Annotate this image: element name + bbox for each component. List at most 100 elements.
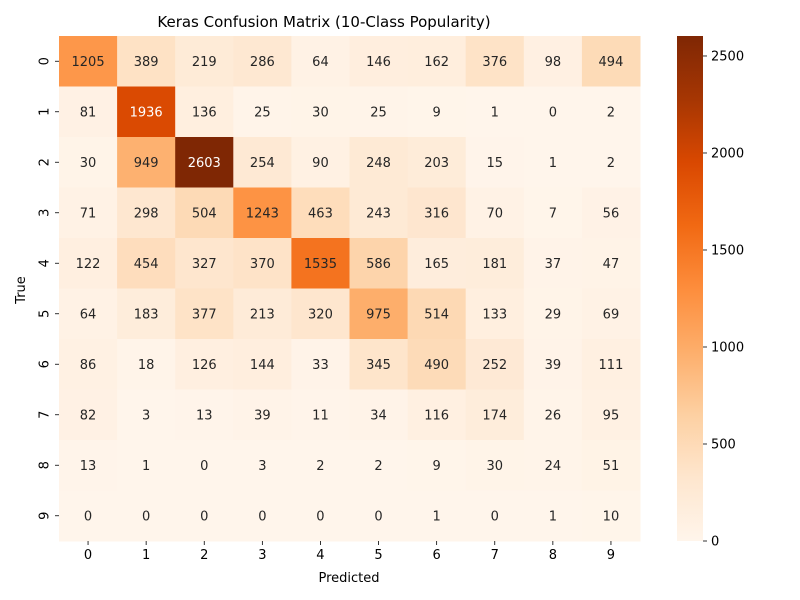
cell-value-label: 0 bbox=[84, 509, 92, 524]
heatmap-cell bbox=[407, 339, 467, 390]
heatmap-cell bbox=[523, 440, 583, 491]
heatmap-cell bbox=[407, 86, 467, 138]
heatmap-cell bbox=[349, 238, 409, 289]
heatmap-cell bbox=[465, 86, 525, 138]
cell-value-label: 146 bbox=[366, 55, 391, 70]
cell-value-label: 1 bbox=[549, 156, 557, 171]
cell-value-label: 0 bbox=[549, 105, 557, 120]
cell-value-label: 975 bbox=[366, 307, 391, 322]
heatmap-cell bbox=[233, 440, 292, 491]
cell-value-label: 1535 bbox=[304, 257, 337, 272]
cell-value-label: 3 bbox=[142, 408, 150, 423]
heatmap-cell bbox=[407, 440, 467, 491]
heatmap-cell bbox=[233, 288, 292, 340]
heatmap-cell bbox=[407, 490, 467, 542]
heatmap-cell bbox=[233, 389, 292, 441]
heatmap-cell bbox=[117, 490, 176, 542]
heatmap-cell bbox=[291, 137, 350, 188]
heatmap-cell bbox=[407, 36, 467, 87]
heatmap-cell bbox=[233, 490, 292, 542]
cell-value-label: 252 bbox=[482, 358, 507, 373]
heatmap-cell bbox=[175, 137, 234, 188]
heatmap-cell bbox=[523, 389, 583, 441]
heatmap-cell bbox=[175, 339, 234, 390]
heatmap-cell bbox=[523, 490, 583, 542]
heatmap-cell bbox=[581, 389, 641, 441]
cell-value-label: 64 bbox=[312, 55, 329, 70]
colorbar-tick-label: 1500 bbox=[711, 243, 744, 258]
heatmap-cell bbox=[59, 238, 118, 289]
cell-value-label: 2 bbox=[607, 156, 615, 171]
heatmap-cell bbox=[465, 187, 525, 239]
colorbar-axis: 0 500 1000 1500 2000 2500 bbox=[703, 49, 744, 550]
cell-value-label: 949 bbox=[134, 156, 159, 171]
heatmap-cell bbox=[523, 339, 583, 390]
heatmap-cell bbox=[59, 137, 118, 188]
cell-value-label: 243 bbox=[366, 206, 391, 221]
heatmap-cell bbox=[117, 86, 176, 138]
heatmap-cell bbox=[291, 187, 350, 239]
y-tick-label: 9 bbox=[38, 512, 53, 520]
x-tick-label: 4 bbox=[316, 548, 324, 563]
heatmap-cell bbox=[291, 238, 350, 289]
heatmap-cell bbox=[291, 440, 350, 491]
cell-value-label: 13 bbox=[196, 408, 213, 423]
cell-value-label: 174 bbox=[482, 408, 507, 423]
heatmap-cell bbox=[349, 490, 409, 542]
cell-value-label: 376 bbox=[482, 55, 507, 70]
cell-value-label: 144 bbox=[250, 358, 275, 373]
chart-title: Keras Confusion Matrix (10-Class Popular… bbox=[157, 13, 490, 31]
cell-value-label: 9 bbox=[433, 105, 441, 120]
x-tick-label: 2 bbox=[200, 548, 208, 563]
cell-value-label: 320 bbox=[308, 307, 333, 322]
heatmap-cell bbox=[59, 440, 118, 491]
colorbar bbox=[677, 36, 703, 541]
cell-value-label: 126 bbox=[192, 358, 217, 373]
heatmap-cell bbox=[117, 36, 176, 87]
cell-value-label: 71 bbox=[80, 206, 97, 221]
y-axis-label: True bbox=[14, 276, 29, 305]
cell-value-label: 33 bbox=[312, 358, 329, 373]
colorbar-tick-label: 1000 bbox=[711, 340, 744, 355]
cell-value-label: 298 bbox=[134, 206, 159, 221]
cell-value-label: 25 bbox=[370, 105, 387, 120]
y-tick-label: 5 bbox=[38, 310, 53, 318]
heatmap-cell bbox=[523, 86, 583, 138]
cell-value-label: 82 bbox=[80, 408, 97, 423]
cell-value-label: 165 bbox=[424, 257, 449, 272]
cell-value-label: 34 bbox=[370, 408, 387, 423]
cell-value-label: 1936 bbox=[130, 105, 163, 120]
heatmap-cell bbox=[465, 137, 525, 188]
heatmap-cell bbox=[175, 490, 234, 542]
heatmap-cell bbox=[407, 288, 467, 340]
heatmap-cell bbox=[291, 288, 350, 340]
heatmap-cell bbox=[175, 389, 234, 441]
heatmap-cell bbox=[581, 187, 641, 239]
cell-value-label: 39 bbox=[545, 358, 562, 373]
cell-value-label: 0 bbox=[200, 509, 208, 524]
heatmap-cell bbox=[117, 339, 176, 390]
cell-value-label: 1 bbox=[433, 509, 441, 524]
heatmap-cell bbox=[581, 288, 641, 340]
heatmap-cell bbox=[117, 238, 176, 289]
heatmap-cell bbox=[233, 187, 292, 239]
cell-value-label: 0 bbox=[258, 509, 266, 524]
heatmap-cell bbox=[349, 339, 409, 390]
cell-value-label: 11 bbox=[312, 408, 329, 423]
heatmap-cell bbox=[465, 36, 525, 87]
cell-value-label: 51 bbox=[603, 459, 620, 474]
heatmap-cell bbox=[59, 339, 118, 390]
cell-value-label: 490 bbox=[424, 358, 449, 373]
y-tick-label: 8 bbox=[38, 461, 53, 469]
cell-value-label: 514 bbox=[424, 307, 449, 322]
heatmap-cell bbox=[349, 86, 409, 138]
cell-value-label: 2 bbox=[316, 459, 324, 474]
heatmap-cell bbox=[581, 86, 641, 138]
cell-value-label: 3 bbox=[258, 459, 266, 474]
heatmap-cell bbox=[233, 238, 292, 289]
colorbar-tick-label: 500 bbox=[711, 437, 736, 452]
colorbar-tick-label: 2500 bbox=[711, 49, 744, 64]
heatmap-cell bbox=[581, 339, 641, 390]
cell-value-label: 7 bbox=[549, 206, 557, 221]
heatmap-cell bbox=[349, 440, 409, 491]
